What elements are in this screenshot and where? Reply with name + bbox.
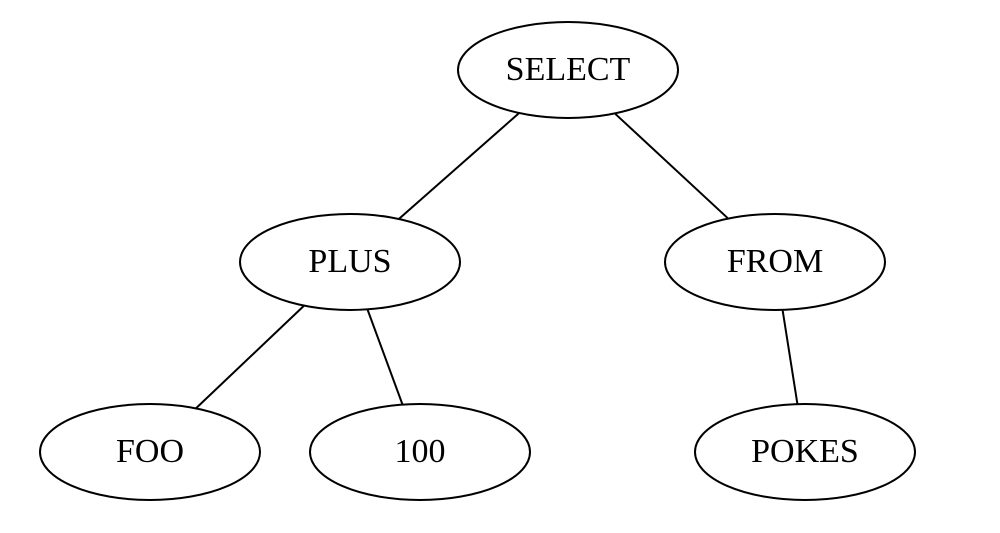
node-label: SELECT [506,51,631,88]
node-label: FROM [727,243,823,280]
edge-from-pokes [783,310,798,404]
edge-plus-hundred [367,309,402,404]
node-label: 100 [395,433,446,470]
edge-select-plus [399,113,519,219]
tree-node-plus: PLUS [240,214,460,310]
tree-node-from: FROM [665,214,885,310]
edge-select-from [615,113,728,218]
tree-node-pokes: POKES [695,404,915,500]
edge-plus-foo [196,306,304,409]
node-label: PLUS [308,243,391,280]
node-label: POKES [751,433,859,470]
sql-ast-tree-diagram: SELECT PLUS FROM FOO 100 POKES [0,0,1000,533]
tree-node-select: SELECT [458,22,678,118]
tree-node-foo: FOO [40,404,260,500]
tree-node-hundred: 100 [310,404,530,500]
nodes-layer: SELECT PLUS FROM FOO 100 POKES [40,22,915,500]
node-label: FOO [116,433,184,470]
